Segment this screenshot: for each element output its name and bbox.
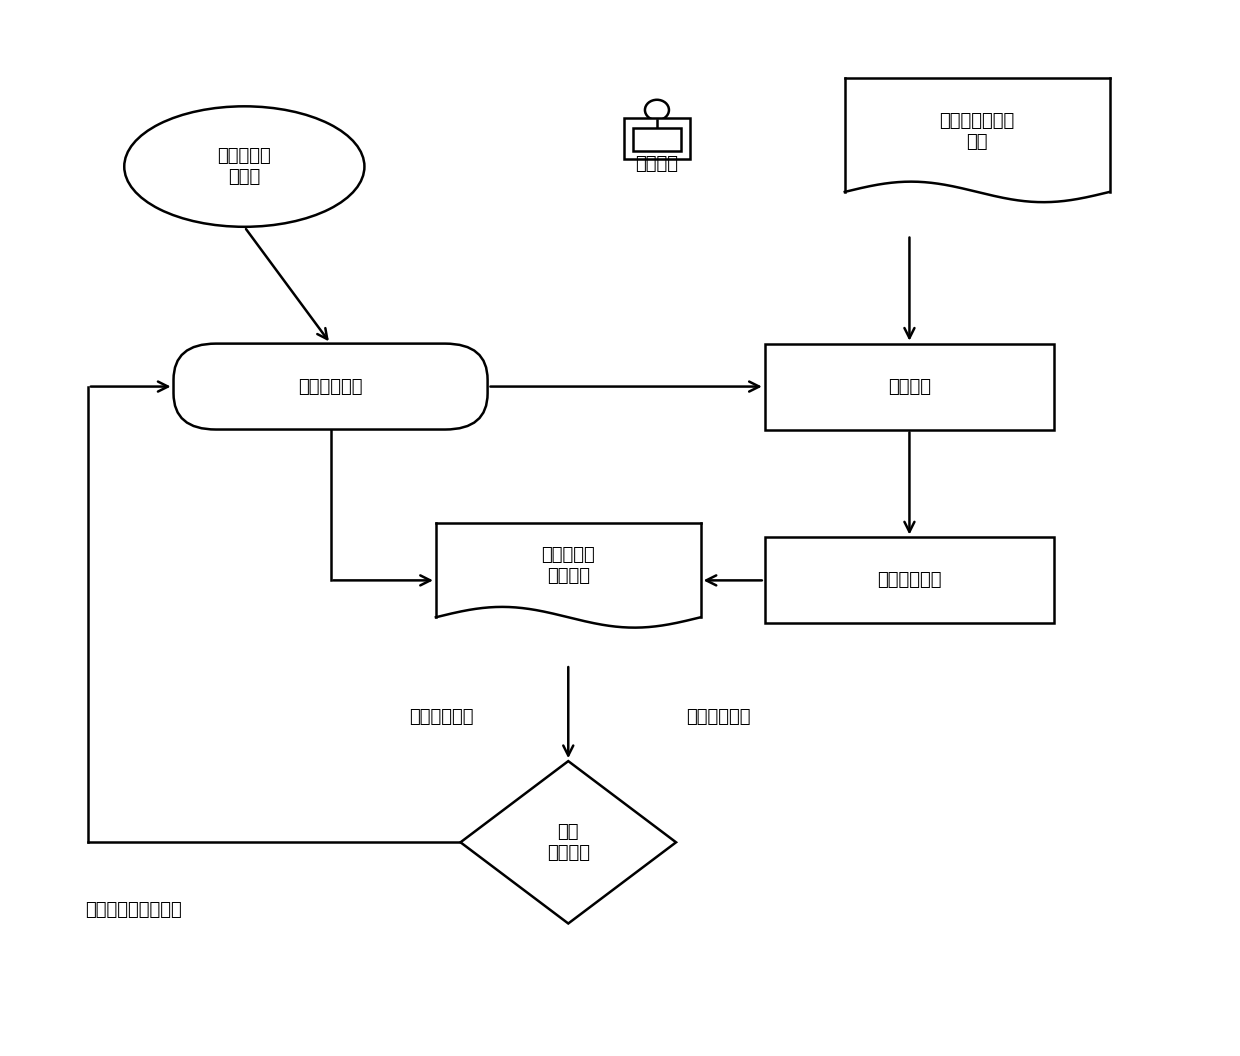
Circle shape (645, 99, 668, 120)
Text: 选择下一组测试用例: 选择下一组测试用例 (86, 902, 182, 920)
Text: 蜕变关系: 蜕变关系 (888, 378, 931, 396)
Text: 判断
蜕变关系: 判断 蜕变关系 (547, 823, 590, 862)
Bar (765, 343, 1054, 430)
Text: 原始测试用例: 原始测试用例 (299, 378, 363, 396)
Polygon shape (460, 761, 676, 924)
Text: 附加测试用例: 附加测试用例 (877, 571, 941, 589)
Text: 主次峰值比计算
算法: 主次峰值比计算 算法 (940, 112, 1014, 151)
Text: 原始测试输出: 原始测试输出 (409, 708, 474, 725)
Bar (624, 118, 691, 158)
Ellipse shape (124, 107, 365, 227)
Text: 基于算法的
被测程序: 基于算法的 被测程序 (542, 546, 595, 585)
Text: 测试用例生
成方法: 测试用例生 成方法 (217, 147, 272, 186)
Polygon shape (844, 77, 1110, 202)
Polygon shape (436, 523, 701, 627)
FancyBboxPatch shape (174, 343, 487, 430)
Text: 附加测试输出: 附加测试输出 (686, 708, 750, 725)
Text: 测试人员: 测试人员 (635, 155, 678, 173)
Bar (632, 129, 681, 151)
Bar (765, 538, 1054, 623)
